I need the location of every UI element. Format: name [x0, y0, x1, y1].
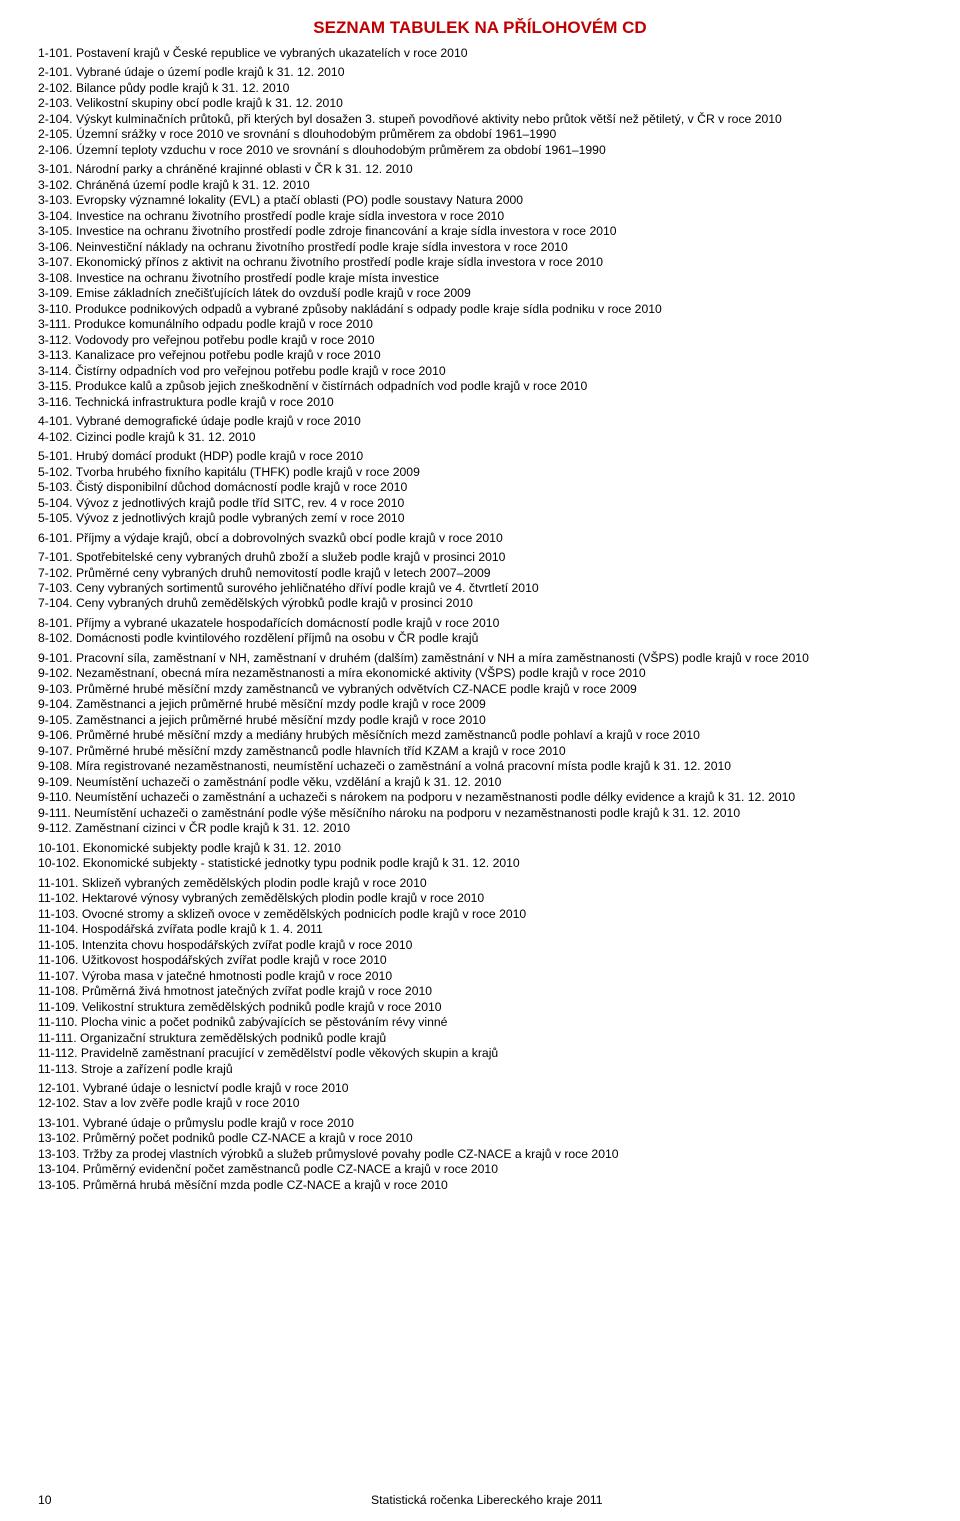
toc-entry: 2-103. Velikostní skupiny obcí podle kra…	[38, 96, 922, 111]
toc-entry: 3-110. Produkce podnikových odpadů a vyb…	[38, 302, 922, 317]
toc-entry: 3-116. Technická infrastruktura podle kr…	[38, 395, 922, 410]
toc-entry: 4-101. Vybrané demografické údaje podle …	[38, 414, 922, 429]
toc-entry: 13-104. Průměrný evidenční počet zaměstn…	[38, 1162, 922, 1177]
toc-entry: 13-102. Průměrný počet podniků podle CZ-…	[38, 1131, 922, 1146]
toc-entry: 9-105. Zaměstnanci a jejich průměrné hru…	[38, 713, 922, 728]
toc-entry: 11-105. Intenzita chovu hospodářských zv…	[38, 938, 922, 953]
toc-entry: 3-105. Investice na ochranu životního pr…	[38, 224, 922, 239]
toc-entry: 5-105. Vývoz z jednotlivých krajů podle …	[38, 511, 922, 526]
toc-entry: 9-106. Průměrné hrubé měsíční mzdy a med…	[38, 728, 922, 743]
toc-entry: 11-110. Plocha vinic a počet podniků zab…	[38, 1015, 922, 1030]
toc-entry: 13-105. Průměrná hrubá měsíční mzda podl…	[38, 1178, 922, 1193]
footer-publication: Statistická ročenka Libereckého kraje 20…	[38, 1493, 922, 1507]
toc-entry: 9-103. Průměrné hrubé měsíční mzdy zaměs…	[38, 682, 922, 697]
toc-entry: 12-102. Stav a lov zvěře podle krajů v r…	[38, 1096, 922, 1111]
toc-entry: 9-112. Zaměstnaní cizinci v ČR podle kra…	[38, 821, 922, 836]
toc-entry: 11-107. Výroba masa v jatečné hmotnosti …	[38, 969, 922, 984]
toc-entry: 3-114. Čistírny odpadních vod pro veřejn…	[38, 364, 922, 379]
page-title: SEZNAM TABULEK NA PŘÍLOHOVÉM CD	[38, 18, 922, 38]
toc-entry: 1-101. Postavení krajů v České republice…	[38, 46, 922, 61]
toc-entry: 8-101. Příjmy a vybrané ukazatele hospod…	[38, 616, 922, 631]
toc-entry: 3-103. Evropsky významné lokality (EVL) …	[38, 193, 922, 208]
toc-entry: 11-103. Ovocné stromy a sklizeň ovoce v …	[38, 907, 922, 922]
toc-entry: 9-107. Průměrné hrubé měsíční mzdy zaměs…	[38, 744, 922, 759]
toc-entry: 5-101. Hrubý domácí produkt (HDP) podle …	[38, 449, 922, 464]
toc-entry: 11-109. Velikostní struktura zemědělskýc…	[38, 1000, 922, 1015]
toc-entry: 7-103. Ceny vybraných sortimentů surovéh…	[38, 581, 922, 596]
toc-entry: 5-104. Vývoz z jednotlivých krajů podle …	[38, 496, 922, 511]
toc-entry: 2-102. Bilance půdy podle krajů k 31. 12…	[38, 81, 922, 96]
toc-entry: 3-101. Národní parky a chráněné krajinné…	[38, 162, 922, 177]
toc-entry: 9-111. Neumístění uchazeči o zaměstnání …	[38, 806, 922, 821]
toc-entry: 2-104. Výskyt kulminačních průtoků, při …	[38, 112, 922, 127]
toc-entry: 7-101. Spotřebitelské ceny vybraných dru…	[38, 550, 922, 565]
toc-entry: 3-104. Investice na ochranu životního pr…	[38, 209, 922, 224]
footer-page-number: 10	[38, 1493, 52, 1507]
toc-entry: 9-104. Zaměstnanci a jejich průměrné hru…	[38, 697, 922, 712]
toc-entry: 4-102. Cizinci podle krajů k 31. 12. 201…	[38, 430, 922, 445]
toc-entry: 9-101. Pracovní síla, zaměstnaní v NH, z…	[38, 651, 922, 666]
toc-entry: 10-102. Ekonomické subjekty - statistick…	[38, 856, 922, 871]
toc-entry: 3-108. Investice na ochranu životního pr…	[38, 271, 922, 286]
toc-entry: 11-104. Hospodářská zvířata podle krajů …	[38, 922, 922, 937]
toc-entry: 2-105. Územní srážky v roce 2010 ve srov…	[38, 127, 922, 142]
toc-entry: 2-106. Územní teploty vzduchu v roce 201…	[38, 143, 922, 158]
toc-entry: 13-103. Tržby za prodej vlastních výrobk…	[38, 1147, 922, 1162]
toc-entry: 7-104. Ceny vybraných druhů zemědělských…	[38, 596, 922, 611]
toc-entry: 6-101. Příjmy a výdaje krajů, obcí a dob…	[38, 531, 922, 546]
toc-entry: 8-102. Domácnosti podle kvintilového roz…	[38, 631, 922, 646]
toc-entry: 11-102. Hektarové výnosy vybraných zeměd…	[38, 891, 922, 906]
toc-entry: 3-107. Ekonomický přínos z aktivit na oc…	[38, 255, 922, 270]
toc-entry: 9-102. Nezaměstnaní, obecná míra nezaměs…	[38, 666, 922, 681]
toc-entry: 2-101. Vybrané údaje o území podle krajů…	[38, 65, 922, 80]
toc-entry: 9-109. Neumístění uchazeči o zaměstnání …	[38, 775, 922, 790]
toc-entry: 11-106. Užitkovost hospodářských zvířat …	[38, 953, 922, 968]
toc-entry: 5-102. Tvorba hrubého fixního kapitálu (…	[38, 465, 922, 480]
toc-entry: 9-110. Neumístění uchazeči o zaměstnání …	[38, 790, 922, 805]
toc-entry: 13-101. Vybrané údaje o průmyslu podle k…	[38, 1116, 922, 1131]
toc-entry: 11-101. Sklizeň vybraných zemědělských p…	[38, 876, 922, 891]
toc-entry: 3-113. Kanalizace pro veřejnou potřebu p…	[38, 348, 922, 363]
toc-entry: 11-111. Organizační struktura zemědělský…	[38, 1031, 922, 1046]
toc-entry: 11-108. Průměrná živá hmotnost jatečných…	[38, 984, 922, 999]
toc-entry: 9-108. Míra registrované nezaměstnanosti…	[38, 759, 922, 774]
toc-entry: 3-109. Emise základních znečišťujících l…	[38, 286, 922, 301]
toc-entry: 3-102. Chráněná území podle krajů k 31. …	[38, 178, 922, 193]
toc-entry: 3-111. Produkce komunálního odpadu podle…	[38, 317, 922, 332]
toc-entry: 10-101. Ekonomické subjekty podle krajů …	[38, 841, 922, 856]
toc-entry: 3-112. Vodovody pro veřejnou potřebu pod…	[38, 333, 922, 348]
toc-entry: 3-106. Neinvestiční náklady na ochranu ž…	[38, 240, 922, 255]
toc-entry: 7-102. Průměrné ceny vybraných druhů nem…	[38, 566, 922, 581]
toc-entry: 3-115. Produkce kalů a způsob jejich zne…	[38, 379, 922, 394]
footer: 10 Statistická ročenka Libereckého kraje…	[38, 1493, 922, 1507]
toc-entry: 11-113. Stroje a zařízení podle krajů	[38, 1062, 922, 1077]
toc-entry: 5-103. Čistý disponibilní důchod domácno…	[38, 480, 922, 495]
toc-entry: 11-112. Pravidelně zaměstnaní pracující …	[38, 1046, 922, 1061]
toc-content: 1-101. Postavení krajů v České republice…	[38, 46, 922, 1193]
toc-entry: 12-101. Vybrané údaje o lesnictví podle …	[38, 1081, 922, 1096]
